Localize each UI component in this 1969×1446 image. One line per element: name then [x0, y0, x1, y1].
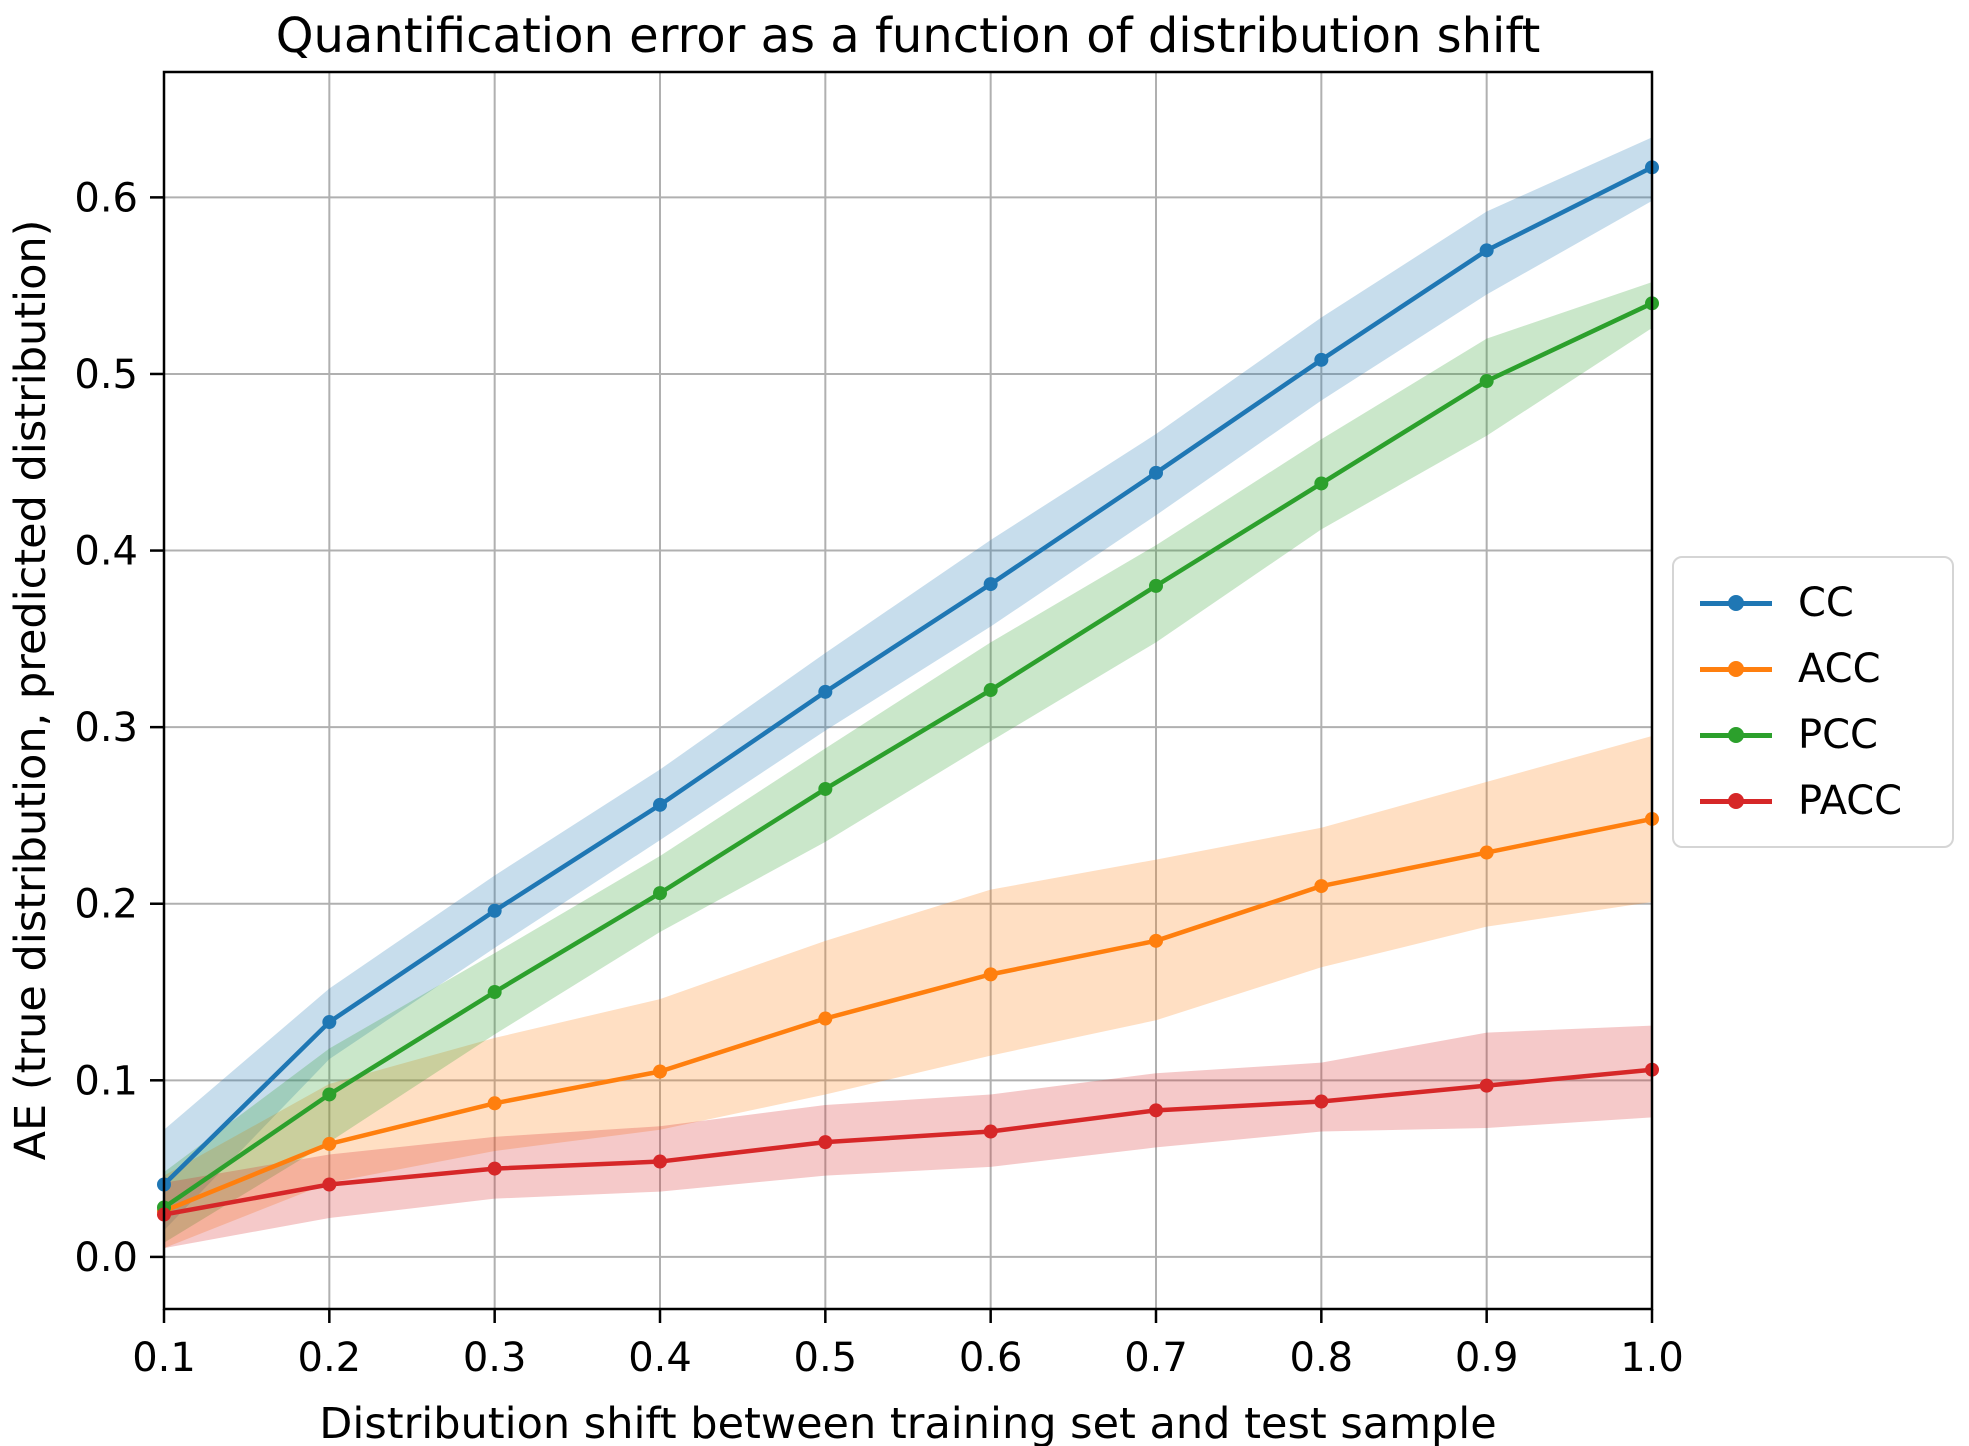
x-tick-label: 0.3 [463, 1335, 527, 1381]
legend-marker-dot [1728, 793, 1744, 809]
legend-label: PACC [1798, 778, 1903, 824]
legend-line-swatch [1700, 594, 1772, 612]
marker-CC [1479, 243, 1494, 258]
marker-PCC [487, 985, 502, 1000]
marker-PACC [818, 1135, 833, 1150]
legend-label: CC [1798, 580, 1854, 626]
marker-ACC [818, 1011, 833, 1026]
marker-CC [487, 903, 502, 918]
y-tick-label: 0.5 [74, 352, 138, 398]
chart-title: Quantification error as a function of di… [276, 8, 1541, 64]
band-ACC [164, 735, 1652, 1249]
x-tick-label: 1.0 [1620, 1335, 1684, 1381]
band-PCC [164, 282, 1652, 1243]
x-tick-label: 0.4 [628, 1335, 692, 1381]
marker-ACC [983, 967, 998, 982]
marker-PACC [1149, 1103, 1163, 1118]
y-tick-label: 0.2 [74, 882, 138, 928]
line-ACC [163, 816, 1653, 1214]
x-tick-label: 0.2 [298, 1335, 362, 1381]
legend-line-swatch [1700, 660, 1772, 678]
y-tick-label: 0.1 [74, 1058, 138, 1104]
plot-frame [162, 70, 1654, 1311]
marker-CC [322, 1015, 337, 1030]
x-tick-label: 0.9 [1455, 1335, 1519, 1381]
band-CC [164, 137, 1652, 1231]
x-tick-label: 0.8 [1290, 1335, 1354, 1381]
marker-PCC [322, 1087, 337, 1102]
marker-PACC [487, 1161, 502, 1176]
legend-item-PCC: PCC [1700, 714, 1926, 756]
legend-label: PCC [1798, 712, 1878, 758]
marker-PACC [653, 1154, 667, 1169]
legend-line-swatch [1700, 726, 1772, 744]
y-tick-label: 0.6 [74, 175, 138, 221]
legend-marker-dot [1728, 661, 1744, 677]
marker-CC [983, 577, 998, 592]
plot-border [162, 70, 1654, 1311]
marker-PCC [818, 781, 833, 796]
marker-PCC [1479, 374, 1494, 389]
marker-ACC [653, 1064, 667, 1079]
marker-PCC [653, 886, 667, 901]
marker-ACC [1479, 845, 1494, 860]
marker-ACC [487, 1096, 502, 1111]
marker-CC [653, 797, 667, 812]
axis-ticks: 0.1 0.2 0.3 0.4 0.5 0.6 0.7 0.8 0.9 1.0 0.0 0.1 0.2 0… [74, 175, 1683, 1381]
legend-label: ACC [1798, 646, 1881, 692]
marker-ACC [322, 1136, 337, 1151]
legend-item-PACC: PACC [1700, 780, 1926, 822]
legend-item-CC: CC [1700, 582, 1926, 624]
marker-CC [818, 684, 833, 699]
marker-PCC [983, 683, 998, 698]
marker-CC [1149, 465, 1163, 480]
legend-line-swatch [1700, 792, 1772, 810]
confidence-bands [164, 137, 1652, 1249]
marker-PACC [1479, 1078, 1494, 1093]
y-tick-label: 0.3 [74, 705, 138, 751]
line-PCC [162, 301, 1653, 1210]
marker-PACC [983, 1124, 998, 1139]
legend-item-ACC: ACC [1700, 648, 1926, 690]
x-axis-label: Distribution shift between training set … [319, 1399, 1496, 1446]
y-tick-label: 0.4 [74, 529, 138, 575]
line-PACC [163, 1067, 1653, 1217]
x-tick-label: 0.6 [959, 1335, 1023, 1381]
marker-ACC [1314, 879, 1329, 894]
y-axis-label: AE (true distribution, predicted distrib… [6, 220, 56, 1161]
legend-marker-dot [1728, 595, 1744, 611]
legend: CC ACC PCC PACC [1672, 556, 1954, 848]
marker-PCC [1149, 578, 1163, 593]
marker-PACC [1314, 1094, 1329, 1109]
marker-CC [1314, 352, 1329, 367]
line-CC [162, 165, 1654, 1187]
x-tick-label: 0.7 [1124, 1335, 1188, 1381]
y-tick-label: 0.0 [74, 1235, 138, 1281]
marker-ACC [1149, 933, 1163, 948]
x-tick-label: 0.1 [132, 1335, 196, 1381]
legend-marker-dot [1728, 727, 1744, 743]
marker-PACC [322, 1177, 337, 1192]
marker-PCC [1314, 476, 1329, 491]
x-tick-label: 0.5 [794, 1335, 858, 1381]
